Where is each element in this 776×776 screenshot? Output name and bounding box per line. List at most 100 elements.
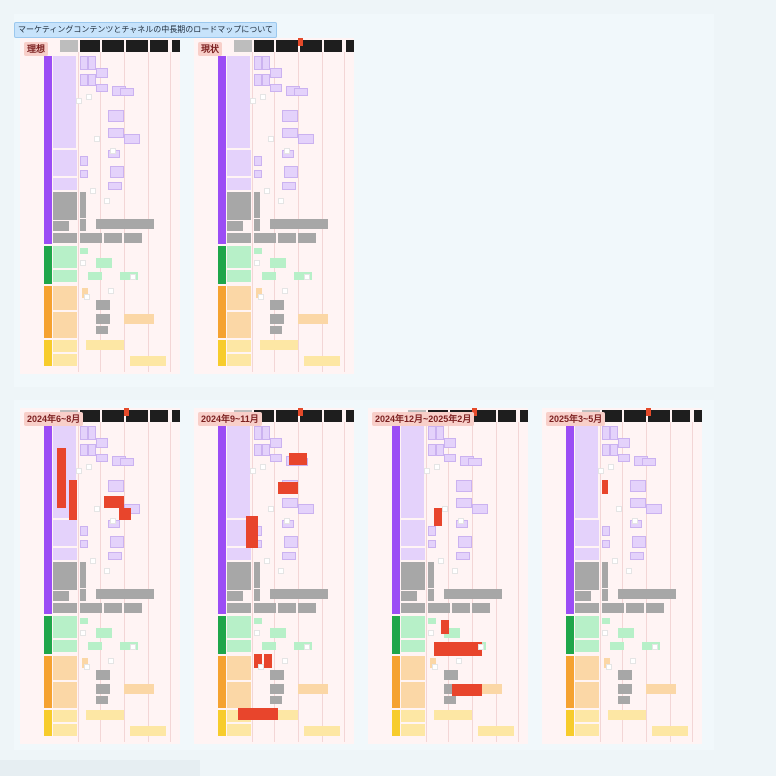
highlight-red	[246, 516, 258, 528]
cell-yellow	[227, 354, 251, 366]
band-yellow	[218, 710, 226, 736]
task-purple	[80, 56, 88, 70]
task-purple	[110, 166, 124, 178]
cell-gray	[53, 603, 77, 613]
band-purple	[392, 426, 400, 614]
board-title[interactable]: マーケティングコンテンツとチャネルの中長期のロードマップについて	[14, 22, 278, 38]
grid-line	[78, 422, 79, 742]
frame-label-p2[interactable]: 2024年9~11月	[198, 412, 262, 426]
cell-purple	[53, 548, 77, 560]
note	[456, 658, 462, 664]
note	[432, 664, 438, 670]
cell-purple	[241, 56, 250, 96]
note	[284, 518, 290, 524]
note	[264, 558, 270, 564]
cell-gray	[254, 219, 260, 231]
cell-purple	[241, 96, 250, 110]
cell-gray	[428, 603, 450, 613]
header-cell	[276, 40, 298, 52]
task-green	[270, 628, 286, 638]
note	[90, 558, 96, 564]
cell-gray	[124, 603, 142, 613]
cell-gray	[96, 219, 124, 229]
task-purple	[110, 536, 124, 548]
cell-gray	[227, 221, 243, 231]
task-purple	[282, 128, 298, 138]
task-purple	[428, 444, 436, 456]
band-yellow	[392, 710, 400, 736]
cell-purple	[241, 480, 250, 518]
frame-label-p1[interactable]: 2024年6~8月	[24, 412, 84, 426]
note	[86, 94, 92, 100]
task-yellow	[608, 710, 646, 720]
note	[278, 568, 284, 574]
cell-orange	[227, 682, 251, 708]
task-green	[294, 272, 312, 280]
cell-purple	[227, 56, 241, 148]
cell-green	[227, 616, 251, 638]
cell-gray	[227, 233, 251, 243]
task-purple	[270, 454, 282, 462]
grid-line	[496, 422, 497, 742]
note	[258, 294, 264, 300]
grid-line	[274, 422, 275, 742]
band-green	[566, 616, 574, 654]
header-cell	[126, 410, 148, 422]
grid-line	[298, 422, 299, 742]
task-purple	[80, 526, 88, 536]
cell-purple	[227, 548, 251, 560]
task-gray	[96, 300, 110, 310]
cell-gray	[254, 192, 260, 218]
cell-gray	[298, 603, 316, 613]
cell-orange	[227, 312, 251, 338]
cell-purple	[53, 178, 77, 190]
task-purple	[294, 88, 308, 96]
cell-purple	[53, 520, 77, 546]
task-purple	[254, 444, 262, 456]
task-purple	[618, 438, 630, 448]
cell-purple	[589, 480, 598, 518]
cell-green	[53, 246, 77, 268]
grid-line	[124, 422, 125, 742]
cell-green	[575, 616, 599, 638]
cell-gray	[575, 591, 591, 601]
cell-gray	[602, 562, 608, 588]
cell-gray	[104, 233, 122, 243]
cell-orange	[401, 656, 425, 680]
task-purple	[282, 498, 298, 508]
task-purple	[456, 480, 472, 492]
cell-yellow	[575, 724, 599, 736]
note	[104, 198, 110, 204]
task-purple	[602, 540, 610, 548]
note	[110, 518, 116, 524]
header-cell	[300, 40, 322, 52]
cell-gray	[618, 589, 646, 599]
band-green	[218, 246, 226, 284]
frame-label-ideal[interactable]: 理想	[24, 42, 49, 56]
task-green	[80, 618, 88, 624]
grid-line	[622, 422, 623, 742]
cell-gray	[270, 219, 298, 229]
cell-purple	[575, 426, 589, 518]
cell-gray	[124, 589, 154, 599]
cell-gray	[401, 562, 425, 590]
cell-purple	[575, 548, 599, 560]
highlight-red	[278, 482, 298, 494]
header-cell	[150, 40, 168, 52]
cell-purple	[227, 426, 241, 518]
cell-orange	[401, 682, 425, 708]
cell-gray	[626, 603, 644, 613]
cell-gray	[227, 591, 243, 601]
frame-label-p4[interactable]: 2025年3~5月	[546, 412, 606, 426]
note	[630, 658, 636, 664]
task-orange	[298, 684, 328, 694]
grid-line	[78, 52, 79, 372]
frame-label-p3[interactable]: 2024年12月~2025年2月	[372, 412, 475, 426]
cell-yellow	[53, 354, 77, 366]
header-cell	[672, 410, 690, 422]
header-cell	[474, 410, 496, 422]
cell-gray	[80, 192, 86, 218]
note	[602, 630, 608, 636]
header-cell	[694, 410, 702, 422]
frame-label-current[interactable]: 現状	[198, 42, 223, 56]
